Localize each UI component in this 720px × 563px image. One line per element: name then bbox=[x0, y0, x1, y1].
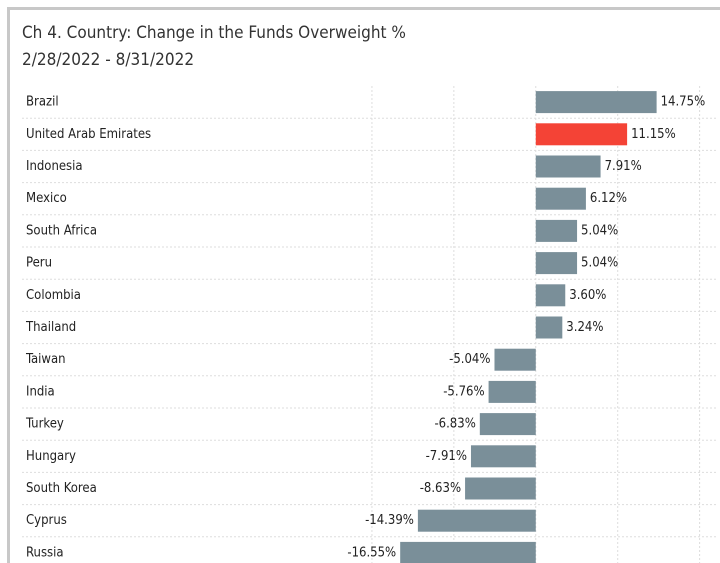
chart-title: Ch 4. Country: Change in the Funds Overw… bbox=[22, 23, 406, 43]
bar bbox=[494, 348, 536, 371]
bar bbox=[535, 219, 578, 242]
data-label: 14.75% bbox=[661, 95, 706, 110]
frame bbox=[7, 7, 720, 563]
category-label: United Arab Emirates bbox=[26, 127, 151, 142]
category-label: Thailand bbox=[25, 320, 76, 335]
data-label: -8.63% bbox=[420, 481, 461, 496]
data-label: -5.04% bbox=[449, 352, 490, 367]
category-label: Colombia bbox=[26, 288, 81, 303]
data-label: 5.04% bbox=[581, 223, 618, 238]
category-label: Brazil bbox=[26, 95, 59, 110]
category-label: India bbox=[26, 384, 55, 399]
category-label: South Africa bbox=[26, 223, 97, 238]
category-label: Cyprus bbox=[26, 513, 67, 528]
bar bbox=[470, 445, 536, 468]
data-label: -16.55% bbox=[347, 545, 396, 560]
bar bbox=[465, 477, 536, 500]
data-label: -5.76% bbox=[443, 384, 484, 399]
data-label: 3.24% bbox=[566, 320, 603, 335]
bar bbox=[535, 91, 657, 114]
data-label: 11.15% bbox=[631, 127, 676, 142]
bar bbox=[535, 284, 566, 307]
category-label: Mexico bbox=[26, 191, 67, 206]
data-label: -7.91% bbox=[426, 449, 467, 464]
bar bbox=[400, 541, 536, 563]
bar bbox=[535, 155, 601, 178]
bar bbox=[535, 123, 628, 146]
category-label: Taiwan bbox=[25, 352, 66, 367]
data-label: -14.39% bbox=[365, 513, 414, 528]
category-label: Indonesia bbox=[26, 159, 83, 174]
data-label: -6.83% bbox=[434, 417, 475, 432]
chart-subtitle: 2/28/2022 - 8/31/2022 bbox=[22, 50, 194, 70]
category-label: Russia bbox=[26, 545, 64, 560]
category-label: South Korea bbox=[26, 481, 97, 496]
bar bbox=[535, 187, 586, 210]
bar bbox=[417, 509, 536, 532]
bar bbox=[479, 413, 536, 436]
bar bbox=[535, 252, 578, 275]
category-label: Turkey bbox=[25, 417, 64, 432]
bar bbox=[488, 380, 536, 403]
data-label: 6.12% bbox=[590, 191, 627, 206]
data-label: 7.91% bbox=[605, 159, 642, 174]
category-label: Peru bbox=[26, 256, 52, 271]
data-label: 5.04% bbox=[581, 256, 618, 271]
bar bbox=[535, 316, 563, 339]
data-label: 3.60% bbox=[569, 288, 606, 303]
category-label: Hungary bbox=[26, 449, 76, 464]
